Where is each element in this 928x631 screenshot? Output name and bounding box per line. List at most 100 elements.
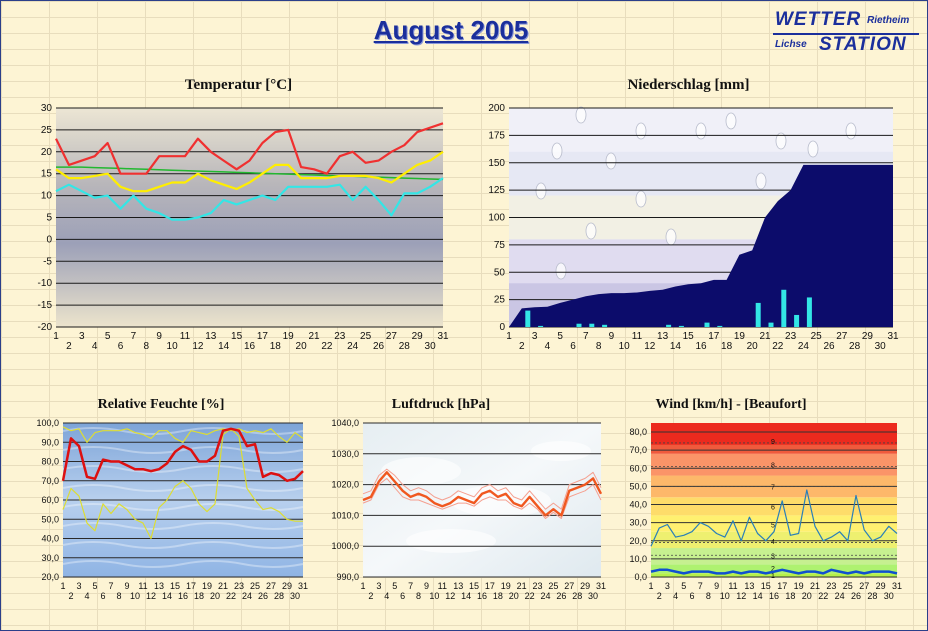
logo-word-lichse: Lichse [775, 39, 807, 50]
pressure-xtick: 31 [596, 581, 606, 591]
pressure-xtick: 29 [580, 581, 590, 591]
wind-xtick: 28 [867, 591, 877, 601]
precipitation-daily-bar [666, 324, 672, 327]
wind-xtick: 3 [665, 581, 670, 591]
beaufort-band [651, 497, 897, 516]
pressure-xtick: 18 [493, 591, 503, 601]
pressure-cloud-texture [531, 441, 591, 461]
temperature-xtick: 8 [144, 341, 150, 352]
wind-xtick: 27 [859, 581, 869, 591]
wind-ytick: 70,0 [629, 445, 647, 455]
humidity-xtick: 9 [124, 581, 129, 591]
precipitation-daily-bar [525, 310, 531, 327]
precipitation-cumulative-area [509, 164, 893, 327]
wind-xtick: 21 [810, 581, 820, 591]
beaufort-label: 4 [771, 539, 775, 546]
precipitation-daily-bar [717, 325, 723, 327]
precipitation-xtick: 29 [862, 331, 874, 342]
logo-place: Rietheim [867, 15, 910, 26]
wind-ytick: 30,0 [629, 518, 647, 528]
humidity-xtick: 13 [154, 581, 164, 591]
precipitation-ytick: 75 [494, 240, 506, 251]
precipitation-daily-bar [806, 297, 812, 327]
temperature-xtick: 17 [257, 331, 269, 342]
precipitation-xtick: 4 [545, 341, 551, 352]
pressure-xtick: 19 [501, 581, 511, 591]
humidity-ytick: 40,0 [41, 534, 59, 544]
pressure-xtick: 6 [400, 591, 405, 601]
temperature-xtick: 20 [296, 341, 308, 352]
precipitation-xtick: 23 [785, 331, 797, 342]
humidity-xtick: 20 [210, 591, 220, 601]
humidity-xtick: 28 [274, 591, 284, 601]
pressure-xtick: 13 [453, 581, 463, 591]
wind-xtick: 23 [826, 581, 836, 591]
temperature-ytick: -5 [43, 256, 52, 267]
temperature-xtick: 1 [53, 331, 59, 342]
pressure-xtick: 8 [416, 591, 421, 601]
humidity-xtick: 2 [68, 591, 73, 601]
beaufort-label: 3 [771, 553, 775, 560]
precipitation-xtick: 21 [759, 331, 771, 342]
pressure-max-line [362, 468, 602, 510]
wind-xtick: 30 [884, 591, 894, 601]
wind-gust-line [650, 489, 898, 547]
wind-ytick: 10,0 [629, 554, 647, 564]
temperature-xtick: 29 [412, 331, 424, 342]
wind-xtick: 16 [769, 591, 779, 601]
wind-xtick: 18 [785, 591, 795, 601]
humidity-ytick: 30,0 [41, 553, 59, 563]
temperature-xtick: 3 [79, 331, 85, 342]
humidity-xtick: 23 [234, 581, 244, 591]
humidity-xtick: 19 [202, 581, 212, 591]
pressure-xtick: 22 [525, 591, 535, 601]
humidity-xtick: 17 [186, 581, 196, 591]
temperature-mean-line [55, 150, 444, 193]
pressure-ytick: 1030,0 [331, 449, 359, 459]
pressure-cloud-texture [451, 485, 551, 517]
wind-xtick: 7 [698, 581, 703, 591]
temperature-xtick: 14 [218, 341, 230, 352]
humidity-water-texture [62, 560, 304, 568]
precipitation-xtick: 8 [596, 341, 602, 352]
humidity-ytick: 90,0 [41, 437, 59, 447]
pressure-ytick: 990,0 [336, 572, 359, 582]
wind-xtick: 25 [843, 581, 853, 591]
precipitation-ytick: 150 [488, 158, 505, 169]
precipitation-xtick: 7 [583, 331, 589, 342]
pressure-ytick: 1010,0 [331, 510, 359, 520]
temperature-xtick: 22 [321, 341, 333, 352]
precipitation-daily-bar [781, 289, 787, 327]
precipitation-xtick: 28 [849, 341, 861, 352]
temperature-xtick: 6 [118, 341, 124, 352]
beaufort-band [651, 531, 897, 549]
pressure-xtick: 5 [392, 581, 397, 591]
raindrop-decoration [695, 122, 707, 140]
temperature-xtick: 4 [92, 341, 98, 352]
wind-xtick: 26 [851, 591, 861, 601]
pressure-xtick: 15 [469, 581, 479, 591]
precipitation-xtick: 30 [875, 341, 887, 352]
wind-xtick: 15 [761, 581, 771, 591]
temperature-ytick: 0 [46, 234, 52, 245]
temperature-xtick: 2 [66, 341, 72, 352]
temperature-xtick: 15 [231, 331, 243, 342]
temperature-xtick: 18 [270, 341, 282, 352]
precipitation-xtick: 2 [519, 341, 525, 352]
wind-xtick: 13 [744, 581, 754, 591]
weather-station-logo: WETTER Rietheim Lichse STATION [773, 9, 921, 57]
humidity-xtick: 3 [76, 581, 81, 591]
humidity-chart-title: Relative Feuchte [%] [97, 397, 225, 412]
precipitation-daily-bar [589, 323, 595, 327]
temperature-xtick: 24 [347, 341, 359, 352]
temperature-xtick: 12 [192, 341, 204, 352]
precipitation-ytick: 200 [488, 103, 505, 114]
precipitation-xtick: 6 [570, 341, 576, 352]
pressure-ytick: 1020,0 [331, 480, 359, 490]
temperature-xtick: 31 [437, 331, 449, 342]
pressure-xtick: 4 [384, 591, 389, 601]
precipitation-xtick: 16 [695, 341, 707, 352]
humidity-ytick: 100,0 [36, 418, 59, 428]
wind-xtick: 19 [794, 581, 804, 591]
